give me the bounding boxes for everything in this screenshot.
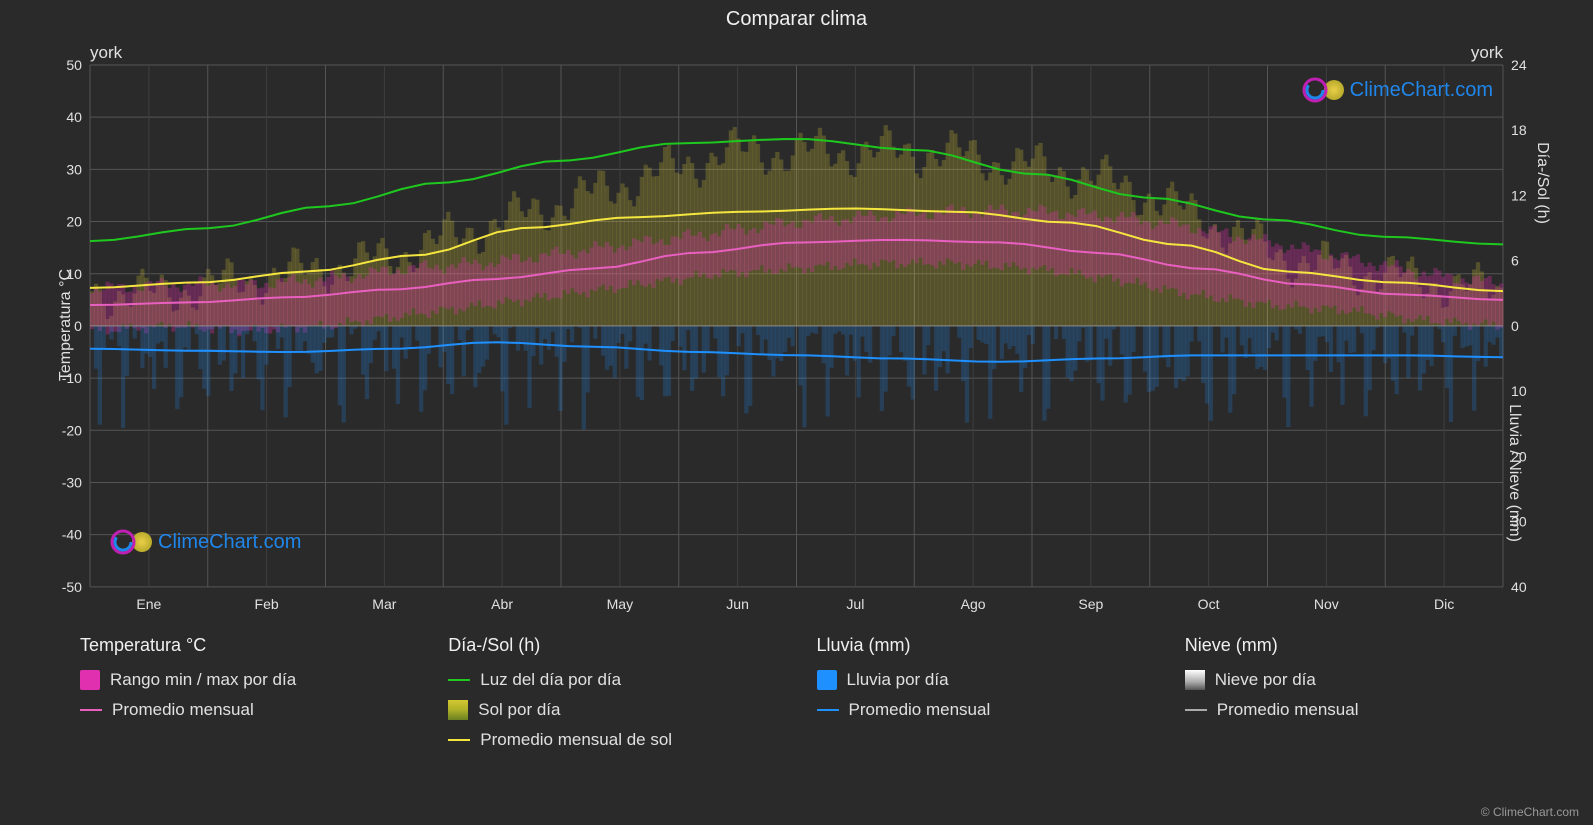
legend-swatch — [817, 670, 837, 690]
chart-area: york york Temperatura °C Día-/Sol (h) Ll… — [40, 35, 1553, 615]
y-axis-left-label: Temperatura °C — [57, 269, 75, 381]
legend-swatch — [448, 679, 470, 681]
chart-svg: 50403020100-10-20-30-40-5024181260102030… — [90, 65, 1503, 587]
legend-column: Temperatura °C Rango min / max por día Pro… — [80, 635, 408, 760]
y-axis-right-top-label: Día-/Sol (h) — [1533, 142, 1551, 224]
watermark-top: ClimeChart.com — [1302, 77, 1493, 103]
svg-text:40: 40 — [1511, 579, 1527, 595]
svg-text:Sep: Sep — [1078, 596, 1103, 612]
svg-text:0: 0 — [1511, 318, 1519, 334]
legend-label: Promedio mensual de sol — [480, 730, 672, 750]
copyright: © ClimeChart.com — [1481, 805, 1579, 819]
legend-heading: Lluvia (mm) — [817, 635, 1145, 656]
legend-label: Sol por día — [478, 700, 560, 720]
legend-heading: Día-/Sol (h) — [448, 635, 776, 656]
legend-label: Luz del día por día — [480, 670, 621, 690]
legend-label: Promedio mensual — [849, 700, 991, 720]
legend-swatch — [1185, 709, 1207, 711]
legend-item: Luz del día por día — [448, 670, 776, 690]
svg-text:Abr: Abr — [491, 596, 513, 612]
legend-item: Promedio mensual — [1185, 700, 1513, 720]
legend-swatch — [817, 709, 839, 711]
legend-item: Lluvia por día — [817, 670, 1145, 690]
watermark-text: ClimeChart.com — [158, 531, 301, 554]
legend-label: Lluvia por día — [847, 670, 949, 690]
svg-text:30: 30 — [1511, 514, 1527, 530]
legend-heading: Temperatura °C — [80, 635, 408, 656]
legend-swatch — [80, 670, 100, 690]
legend-item: Promedio mensual — [817, 700, 1145, 720]
legend-heading: Nieve (mm) — [1185, 635, 1513, 656]
svg-text:40: 40 — [66, 109, 82, 125]
svg-text:Nov: Nov — [1314, 596, 1339, 612]
legend-column: Día-/Sol (h) Luz del día por día Sol por d… — [448, 635, 776, 760]
legend-item: Sol por día — [448, 700, 776, 720]
svg-text:30: 30 — [66, 161, 82, 177]
location-label-left: york — [90, 43, 122, 63]
svg-text:Ago: Ago — [961, 596, 986, 612]
svg-text:-30: -30 — [62, 474, 82, 490]
legend-swatch — [448, 700, 468, 720]
svg-text:-20: -20 — [62, 422, 82, 438]
svg-text:10: 10 — [66, 266, 82, 282]
watermark-bottom: ClimeChart.com — [110, 529, 301, 555]
svg-text:24: 24 — [1511, 57, 1527, 73]
legend-label: Nieve por día — [1215, 670, 1316, 690]
legend-label: Promedio mensual — [112, 700, 254, 720]
legend-swatch — [1185, 670, 1205, 690]
svg-text:6: 6 — [1511, 253, 1519, 269]
legend-item: Rango min / max por día — [80, 670, 408, 690]
legend-swatch — [448, 739, 470, 741]
svg-text:Ene: Ene — [136, 596, 161, 612]
legend-label: Promedio mensual — [1217, 700, 1359, 720]
svg-text:Jul: Jul — [846, 596, 864, 612]
legend-label: Rango min / max por día — [110, 670, 296, 690]
chart-title: Comparar clima — [0, 0, 1593, 35]
legend-item: Promedio mensual — [80, 700, 408, 720]
svg-text:20: 20 — [66, 214, 82, 230]
svg-text:-40: -40 — [62, 527, 82, 543]
svg-text:Feb: Feb — [255, 596, 279, 612]
svg-text:0: 0 — [74, 318, 82, 334]
svg-text:Jun: Jun — [726, 596, 749, 612]
watermark-text: ClimeChart.com — [1350, 79, 1493, 102]
svg-text:20: 20 — [1511, 448, 1527, 464]
legend-item: Nieve por día — [1185, 670, 1513, 690]
svg-text:Oct: Oct — [1198, 596, 1220, 612]
location-label-right: york — [1471, 43, 1503, 63]
legend-column: Nieve (mm) Nieve por día Promedio mensual — [1185, 635, 1513, 760]
svg-text:50: 50 — [66, 57, 82, 73]
svg-text:-10: -10 — [62, 370, 82, 386]
svg-text:10: 10 — [1511, 383, 1527, 399]
svg-text:-50: -50 — [62, 579, 82, 595]
svg-text:Dic: Dic — [1434, 596, 1454, 612]
svg-text:12: 12 — [1511, 187, 1527, 203]
svg-text:18: 18 — [1511, 122, 1527, 138]
legend-swatch — [80, 709, 102, 711]
logo-icon — [110, 529, 136, 555]
svg-text:Mar: Mar — [372, 596, 396, 612]
legend: Temperatura °C Rango min / max por día Pro… — [0, 615, 1593, 760]
logo-icon — [1302, 77, 1328, 103]
legend-column: Lluvia (mm) Lluvia por día Promedio mensua… — [817, 635, 1145, 760]
svg-text:May: May — [607, 596, 634, 612]
legend-item: Promedio mensual de sol — [448, 730, 776, 750]
